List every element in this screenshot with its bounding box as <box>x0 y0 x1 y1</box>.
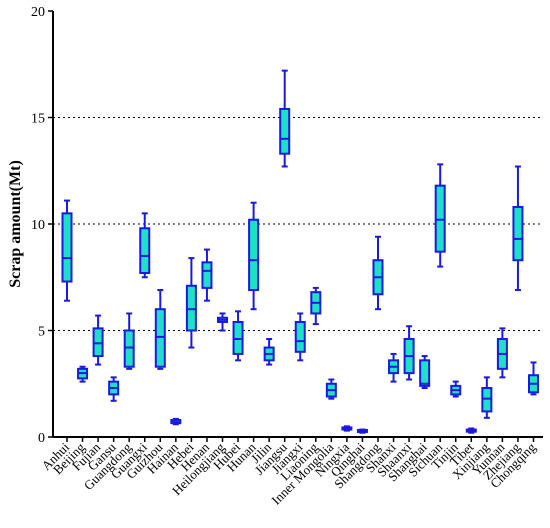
y-tick-label: 10 <box>31 218 45 233</box>
iqr-box <box>512 205 524 262</box>
y-tick-label: 0 <box>38 431 45 446</box>
box-hunan <box>248 201 260 311</box>
box-xinjiang <box>481 376 493 419</box>
iqr-box <box>419 359 431 387</box>
grid-lines <box>53 117 543 331</box>
box-shangdong <box>372 235 384 311</box>
box-jilin <box>263 338 275 366</box>
iqr-box <box>279 107 291 155</box>
box-shanxi <box>388 352 400 383</box>
y-tick-label: 20 <box>31 5 45 20</box>
box-liaoning <box>310 286 322 326</box>
box-shanghai <box>419 355 431 390</box>
iqr-box <box>139 227 151 274</box>
iqr-box <box>185 284 197 332</box>
iqr-box <box>61 212 73 283</box>
iqr-box <box>294 320 306 353</box>
box-henan <box>201 248 213 302</box>
y-tick-label: 5 <box>38 325 45 340</box>
box-qinghai <box>356 428 368 434</box>
box-chongqing <box>528 361 539 396</box>
box-inner-mongolia <box>325 378 337 400</box>
box-anhui <box>61 199 73 302</box>
box-shaanxi <box>403 325 415 381</box>
iqr-box <box>434 184 446 253</box>
box-hubei <box>232 310 244 362</box>
box-guangdong <box>123 312 135 370</box>
box-jiangsu <box>279 69 291 168</box>
iqr-box <box>232 320 244 355</box>
box-zhejiang <box>512 165 524 292</box>
box-beijing <box>77 365 89 383</box>
box-guizhou <box>154 289 166 370</box>
x-tick-labels: AnhuiBeijingFujianGansuGuangdongGuangxiG… <box>39 437 539 508</box>
box-series <box>61 69 539 434</box>
box-ningxia <box>341 425 353 432</box>
box-fujian <box>92 314 104 366</box>
box-yunnan <box>496 327 508 379</box>
y-axis-title: Scrap amount(Mt) <box>7 160 24 288</box>
y-tick-labels: 0 5 10 15 20 <box>31 5 53 446</box>
box-gansu <box>108 376 120 402</box>
box-tibet <box>465 427 477 434</box>
iqr-box <box>201 261 213 289</box>
box-sichuan <box>434 163 446 268</box>
box-guangxi <box>139 212 151 279</box>
box-hebei <box>185 257 197 349</box>
iqr-box <box>481 387 493 413</box>
box-jiangxi <box>294 312 306 362</box>
iqr-box <box>248 218 260 292</box>
box-hainan <box>170 417 182 426</box>
iqr-box <box>92 327 104 358</box>
box-tinjin <box>450 380 462 398</box>
iqr-box <box>123 329 135 368</box>
box-heilongjiang <box>217 312 228 332</box>
iqr-box <box>154 308 166 368</box>
y-tick-label: 15 <box>31 112 45 127</box>
